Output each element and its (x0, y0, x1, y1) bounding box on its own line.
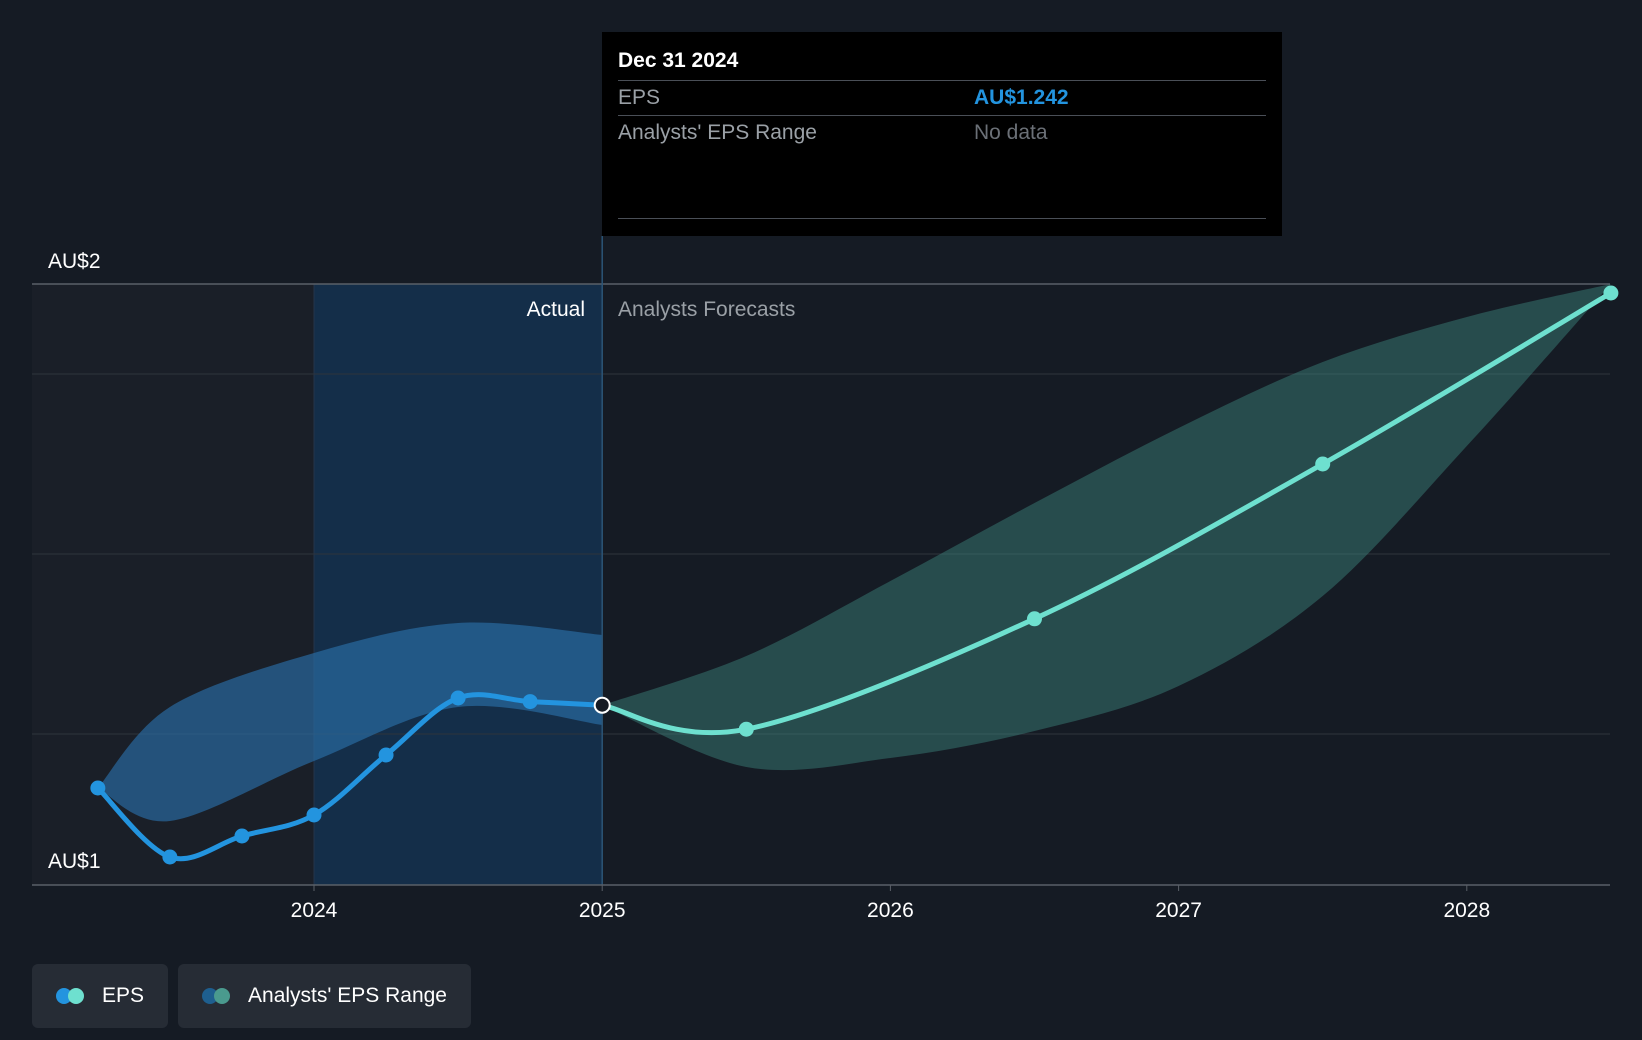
eps-actual-point (450, 690, 466, 706)
eps-actual-point (90, 780, 106, 796)
x-tick-label: 2028 (1443, 899, 1490, 922)
legend-eps-range-label: Analysts' EPS Range (248, 984, 447, 1007)
eps-actual-point (306, 807, 322, 823)
tooltip-date: Dec 31 2024 (618, 49, 739, 72)
eps-forecast-point (1603, 285, 1619, 301)
y-tick-label: AU$2 (48, 250, 101, 273)
chart-legend: EPS Analysts' EPS Range (32, 964, 471, 1028)
eps-forecast-line (599, 290, 1614, 736)
x-tick-label: 2025 (579, 899, 626, 922)
legend-item-eps[interactable]: EPS (32, 964, 169, 1028)
eps-range-legend-icon (202, 988, 232, 1004)
eps-forecast-point (1315, 456, 1331, 472)
eps-actual-point (234, 828, 250, 844)
eps-actual-point (378, 747, 394, 763)
eps-actual-point (162, 849, 178, 865)
tooltip-eps-label: EPS (618, 86, 661, 109)
tooltip-range-value: No data (974, 121, 1048, 144)
actual-region-label: Actual (527, 298, 585, 321)
tooltip-eps-row: EPS AU$1.242 (618, 80, 1266, 115)
forecast-eps-range-band (602, 284, 1611, 771)
highlight-period (314, 284, 603, 885)
eps-forecast-point (738, 721, 754, 737)
hover-tooltip: Dec 31 2024 EPS AU$1.242 Analysts' EPS R… (602, 32, 1282, 236)
tooltip-eps-value: AU$1.242 (974, 86, 1069, 109)
eps-actual-point (522, 694, 538, 710)
actual-eps-range-band (97, 622, 603, 822)
tooltip-divider (618, 218, 1266, 219)
eps-legend-icon (56, 988, 86, 1004)
tooltip-range-row: Analysts' EPS Range No data (618, 115, 1266, 150)
eps-hover-point (593, 696, 611, 714)
forecast-region-label: Analysts Forecasts (618, 298, 795, 321)
legend-dot (214, 988, 231, 1004)
x-tick-label: 2026 (867, 899, 914, 922)
tooltip-range-label: Analysts' EPS Range (618, 121, 817, 144)
legend-eps-label: EPS (102, 984, 145, 1007)
legend-dot (68, 988, 84, 1004)
x-tick-label: 2024 (291, 899, 338, 922)
x-tick-label: 2027 (1155, 899, 1202, 922)
eps-forecast-point (1027, 611, 1042, 627)
y-tick-label: AU$1 (48, 850, 101, 873)
legend-item-eps-range[interactable]: Analysts' EPS Range (178, 964, 471, 1028)
